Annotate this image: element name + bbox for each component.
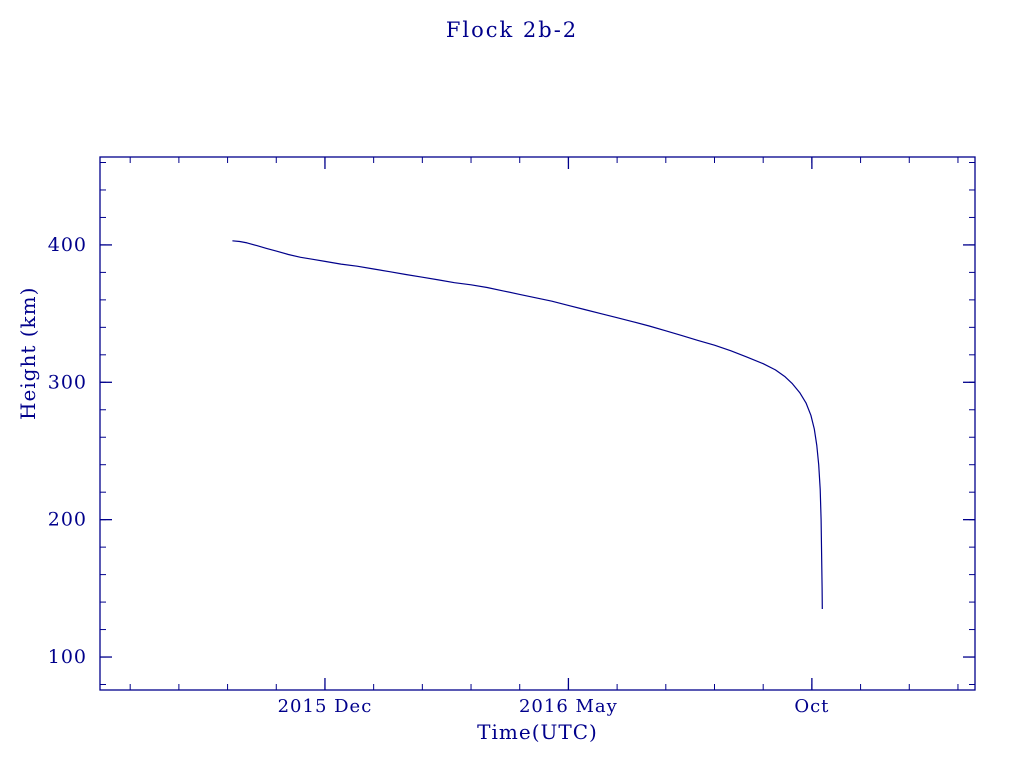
x-tick-label: Oct	[794, 696, 829, 717]
x-tick-label: 2015 Dec	[278, 696, 373, 717]
y-tick-label: 100	[48, 646, 87, 668]
x-axis-label: Time(UTC)	[477, 720, 598, 744]
chart-title: Flock 2b-2	[445, 18, 579, 42]
y-tick-label: 200	[48, 509, 87, 531]
x-tick-label: 2016 May	[519, 696, 618, 717]
plot-frame	[99, 156, 976, 691]
y-tick-label: 300	[48, 371, 87, 393]
y-tick-label: 400	[48, 234, 87, 256]
height-curve	[232, 240, 823, 610]
